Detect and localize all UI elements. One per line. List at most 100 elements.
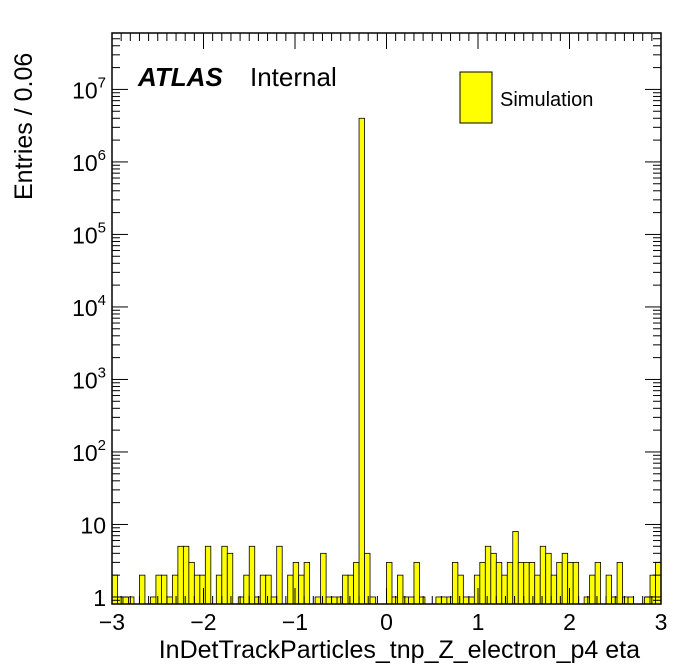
histogram-bar bbox=[468, 596, 475, 605]
histogram-bar bbox=[446, 596, 453, 605]
histogram-bar bbox=[567, 561, 574, 605]
histogram-bar bbox=[270, 596, 278, 605]
histogram-bar bbox=[611, 596, 618, 605]
histogram-bar bbox=[408, 596, 415, 605]
histogram-bar bbox=[572, 561, 580, 605]
histogram-bar bbox=[364, 552, 371, 605]
y-axis-title: Entries / 0.06 bbox=[10, 53, 38, 200]
histogram-bar bbox=[215, 574, 223, 605]
x-tick-label: 0 bbox=[380, 609, 393, 635]
atlas-label: ATLAS bbox=[137, 62, 223, 92]
histogram-bar bbox=[254, 596, 261, 605]
histogram-bar bbox=[589, 574, 596, 605]
histogram-bar bbox=[193, 574, 201, 605]
plot-frame bbox=[111, 32, 662, 605]
histogram-bar bbox=[539, 545, 547, 605]
histogram-bar bbox=[259, 574, 267, 605]
histogram-bar bbox=[419, 596, 426, 605]
histogram-bar bbox=[451, 561, 459, 605]
histogram-bar bbox=[122, 596, 129, 605]
y-tick-label: 105 bbox=[72, 219, 106, 248]
histogram-bar bbox=[462, 596, 470, 605]
histogram-bar bbox=[161, 574, 168, 605]
y-tick-label: 102 bbox=[72, 437, 106, 466]
histogram-bar bbox=[561, 552, 569, 605]
histogram-bar bbox=[644, 596, 651, 605]
histogram-bar bbox=[545, 552, 552, 605]
histogram-bar bbox=[605, 574, 612, 605]
histogram-bar bbox=[303, 561, 311, 605]
y-tick-label: 1 bbox=[93, 585, 106, 611]
x-tick-label: 3 bbox=[655, 609, 668, 635]
histogram-bar bbox=[397, 574, 404, 605]
histogram-bar bbox=[402, 596, 409, 605]
histogram-bar bbox=[314, 596, 322, 605]
histogram-bar bbox=[655, 561, 662, 605]
histogram-bar bbox=[111, 574, 118, 605]
x-tick-label: −1 bbox=[282, 609, 308, 635]
histogram-bar bbox=[325, 596, 332, 605]
histogram-bar bbox=[358, 117, 365, 605]
histogram-bar bbox=[276, 545, 283, 605]
histogram-bar bbox=[386, 561, 393, 605]
histogram-bar bbox=[512, 531, 519, 605]
x-tick-labels: −3 −2 −1 0 1 2 3 bbox=[99, 609, 668, 635]
histogram-bar bbox=[342, 574, 349, 605]
histogram-bar bbox=[336, 596, 343, 605]
histogram-bar bbox=[594, 561, 602, 605]
histogram-bar bbox=[221, 545, 228, 605]
histogram-bar bbox=[171, 574, 179, 605]
x-tick-label: 1 bbox=[472, 609, 485, 635]
histogram-bar bbox=[287, 574, 294, 605]
y-tick-label: 106 bbox=[72, 147, 106, 176]
histogram-bar bbox=[320, 552, 327, 605]
histogram-bar bbox=[517, 561, 525, 605]
histogram-bar bbox=[292, 561, 300, 605]
histogram-bar bbox=[556, 561, 563, 605]
histogram-bar bbox=[534, 574, 541, 605]
histogram-bar bbox=[649, 574, 656, 605]
histogram-bar bbox=[479, 561, 486, 605]
histogram-bar bbox=[484, 545, 492, 605]
histogram-bar bbox=[523, 561, 530, 605]
histogram-bar bbox=[188, 561, 195, 605]
histogram-bar bbox=[353, 561, 360, 605]
histogram-bar bbox=[226, 552, 234, 605]
y-tick-labels: 1 10 102 103 104 105 106 107 bbox=[72, 74, 106, 611]
histogram-bar bbox=[490, 552, 497, 605]
histogram-bar bbox=[391, 596, 398, 605]
histogram-bar bbox=[331, 596, 338, 605]
histogram-bar bbox=[139, 574, 146, 605]
histogram-bar bbox=[248, 545, 256, 605]
histogram-bar bbox=[435, 596, 442, 605]
histogram-bar bbox=[265, 574, 272, 605]
legend-swatch bbox=[459, 71, 493, 124]
histogram-bar bbox=[440, 596, 448, 605]
histogram-bar bbox=[495, 561, 503, 605]
histogram-bar bbox=[506, 561, 514, 605]
y-tick-label: 107 bbox=[72, 74, 106, 103]
histogram-bar bbox=[501, 574, 508, 605]
histogram-bar bbox=[627, 596, 634, 605]
histogram-bar bbox=[182, 545, 190, 605]
histogram-bar bbox=[155, 574, 162, 605]
x-tick-label: −3 bbox=[99, 609, 125, 635]
histogram-bar bbox=[204, 545, 212, 605]
histogram-bars bbox=[111, 117, 662, 605]
internal-label: Internal bbox=[250, 62, 337, 92]
histogram-bar bbox=[473, 574, 481, 605]
axis-ticks bbox=[111, 32, 662, 605]
histogram-bar bbox=[413, 561, 420, 605]
histogram-bar bbox=[298, 574, 305, 605]
histogram-bar bbox=[177, 545, 184, 605]
histogram-bar bbox=[237, 596, 245, 605]
y-tick-label: 104 bbox=[72, 292, 106, 321]
histogram-bar bbox=[347, 574, 354, 605]
histogram-bar bbox=[199, 574, 206, 605]
histogram-bar bbox=[583, 596, 591, 605]
histogram-bar bbox=[369, 596, 376, 605]
histogram-bar bbox=[243, 574, 250, 605]
legend-entry-simulation: Simulation bbox=[500, 89, 593, 111]
histogram-bar bbox=[550, 574, 558, 605]
